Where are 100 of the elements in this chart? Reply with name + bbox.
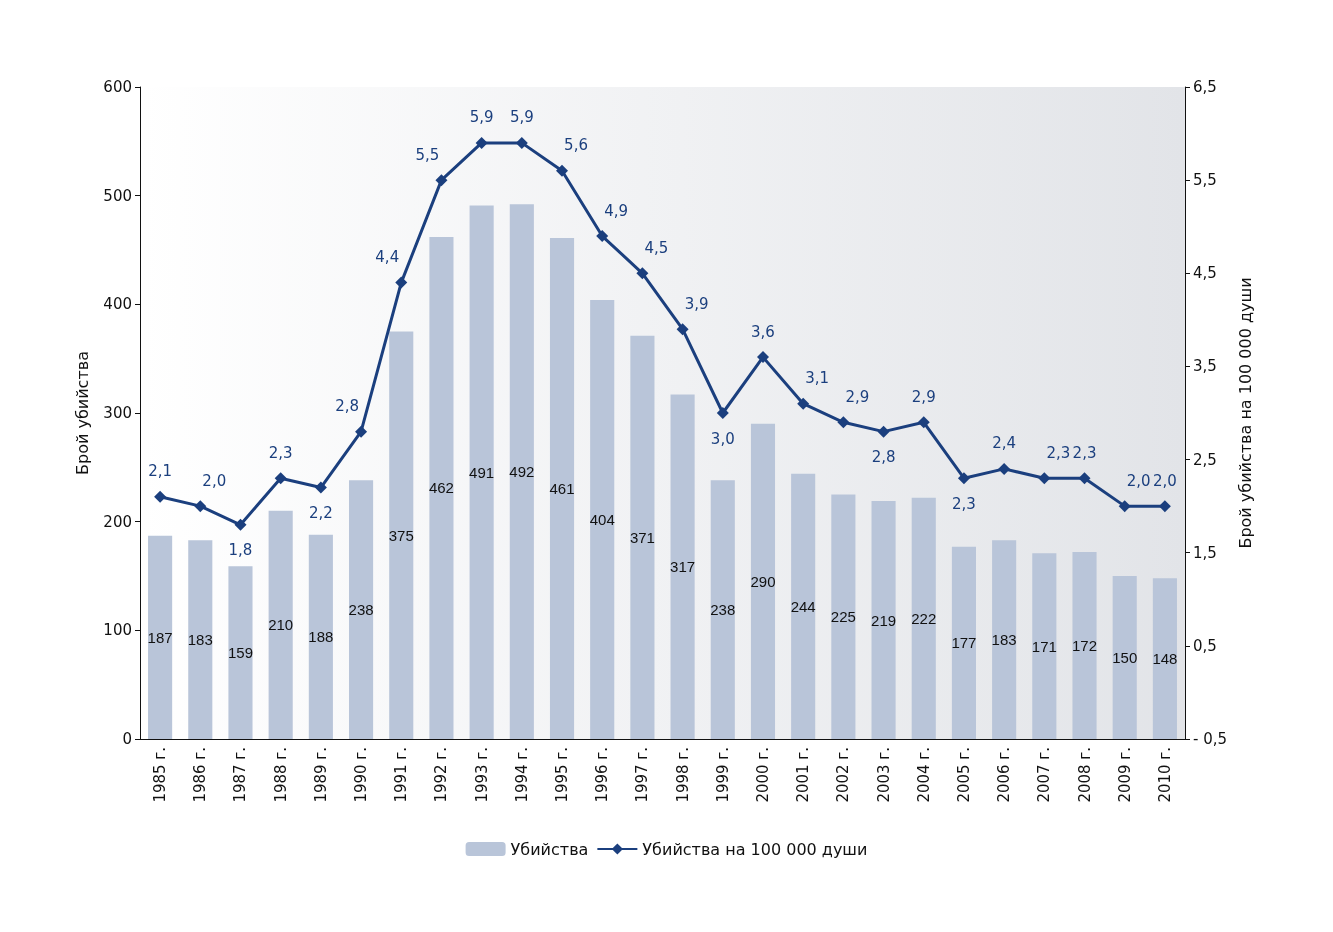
data-label: 371 xyxy=(629,528,655,546)
data-label: 4,5 xyxy=(644,238,669,257)
bar xyxy=(710,480,735,739)
x-tick-label: 1993 г. xyxy=(472,747,491,803)
data-label: 4,4 xyxy=(375,248,400,267)
y-tick-label: 300 xyxy=(103,404,132,422)
data-label: 222 xyxy=(911,609,937,627)
y2-axis-title: Брой убийства на 100 000 души xyxy=(1236,277,1256,549)
point xyxy=(596,230,609,243)
bar xyxy=(951,546,976,739)
data-label: 238 xyxy=(710,601,736,619)
data-label: 188 xyxy=(308,628,334,646)
x-tick-label: 1989 г. xyxy=(311,747,330,803)
y-tick-label: 400 xyxy=(103,295,132,314)
data-label: 492 xyxy=(509,463,535,481)
x-tick-label: 1998 г. xyxy=(673,747,692,803)
point xyxy=(797,397,810,410)
point xyxy=(837,416,850,429)
point xyxy=(676,323,689,336)
data-label: 244 xyxy=(790,597,816,615)
bar xyxy=(1072,552,1097,739)
x-tick-label: 1985 г. xyxy=(151,747,170,803)
y-tick-label: 0 xyxy=(122,730,132,748)
point xyxy=(154,490,167,503)
point xyxy=(435,174,448,187)
data-label: 2,3 xyxy=(952,494,976,513)
x-tick-label: 1987 г. xyxy=(231,747,250,803)
data-label: 3,9 xyxy=(684,294,709,313)
x-tick-label: 2005 г. xyxy=(954,747,973,803)
y-tick-label: 600 xyxy=(103,78,132,96)
bar xyxy=(188,540,213,739)
x-tick-label: 1997 г. xyxy=(633,747,652,803)
data-label: 2,3 xyxy=(268,443,293,462)
bar xyxy=(349,480,374,739)
bar xyxy=(791,473,816,739)
x-tick-label: 1995 г. xyxy=(553,747,572,803)
x-tick-label: 1994 г. xyxy=(512,747,531,803)
data-label: 210 xyxy=(268,616,294,634)
data-label: 238 xyxy=(348,601,374,619)
y2-tick-label: - 0,5 xyxy=(1193,730,1228,748)
bar xyxy=(228,566,253,739)
point xyxy=(1038,472,1051,485)
bar xyxy=(429,236,454,739)
data-label: 3,0 xyxy=(710,429,735,448)
data-label: 491 xyxy=(469,463,495,481)
data-label: 375 xyxy=(388,526,414,544)
x-tick-label: 1990 г. xyxy=(352,747,371,803)
x-tick-label: 2009 г. xyxy=(1115,747,1134,803)
data-label: 2,0 xyxy=(202,471,227,490)
data-label: 404 xyxy=(589,510,615,528)
data-label: 2,8 xyxy=(335,397,359,416)
x-tick-label: 1986 г. xyxy=(191,747,210,803)
data-label: 177 xyxy=(951,634,977,652)
bar xyxy=(831,494,856,739)
data-label: 183 xyxy=(991,631,1017,649)
data-label: 461 xyxy=(549,480,575,498)
point xyxy=(917,416,930,429)
data-label: 2,3 xyxy=(1046,443,1071,462)
bar xyxy=(469,205,494,739)
legend-label: Убийства на 100 000 души xyxy=(642,839,868,859)
bar xyxy=(871,501,896,739)
data-label: 5,9 xyxy=(509,108,534,127)
bar xyxy=(1032,553,1057,739)
y2-tick-label: 2,5 xyxy=(1193,450,1217,469)
data-label: 290 xyxy=(750,572,776,590)
y-tick-label: 200 xyxy=(103,512,132,531)
data-label: 5,6 xyxy=(564,136,588,155)
data-label: 2,9 xyxy=(911,387,936,406)
data-label: 2,3 xyxy=(1072,443,1097,462)
data-label: 183 xyxy=(187,631,213,649)
x-tick-label: 1992 г. xyxy=(432,747,451,803)
point xyxy=(475,136,488,149)
legend-label: Убийства xyxy=(510,839,589,859)
x-tick-label: 2003 г. xyxy=(874,747,893,803)
bar xyxy=(509,204,534,739)
bar xyxy=(1152,578,1177,739)
y2-tick-label: 0,5 xyxy=(1193,636,1217,655)
x-tick-label: 2001 г. xyxy=(794,747,813,803)
bar xyxy=(308,534,333,739)
bar xyxy=(148,535,173,739)
bar xyxy=(630,335,655,739)
data-label: 172 xyxy=(1072,637,1098,655)
data-label: 5,5 xyxy=(415,145,440,164)
x-tick-label: 2006 г. xyxy=(995,747,1014,803)
data-label: 2,1 xyxy=(148,462,173,481)
data-label: 317 xyxy=(670,558,696,576)
data-label: 225 xyxy=(830,608,856,626)
point xyxy=(355,425,368,438)
point xyxy=(636,267,649,280)
data-label: 159 xyxy=(227,644,253,662)
y2-tick-label: 6,5 xyxy=(1193,78,1217,96)
y-tick-label: 500 xyxy=(103,186,132,205)
x-tick-label: 2007 г. xyxy=(1035,747,1054,803)
y-tick-label: 100 xyxy=(103,621,132,640)
point xyxy=(877,425,890,438)
bar xyxy=(549,238,575,739)
point xyxy=(756,351,769,364)
point xyxy=(314,481,327,494)
data-label: 1,8 xyxy=(228,541,253,560)
y2-tick-label: 1,5 xyxy=(1193,543,1217,562)
